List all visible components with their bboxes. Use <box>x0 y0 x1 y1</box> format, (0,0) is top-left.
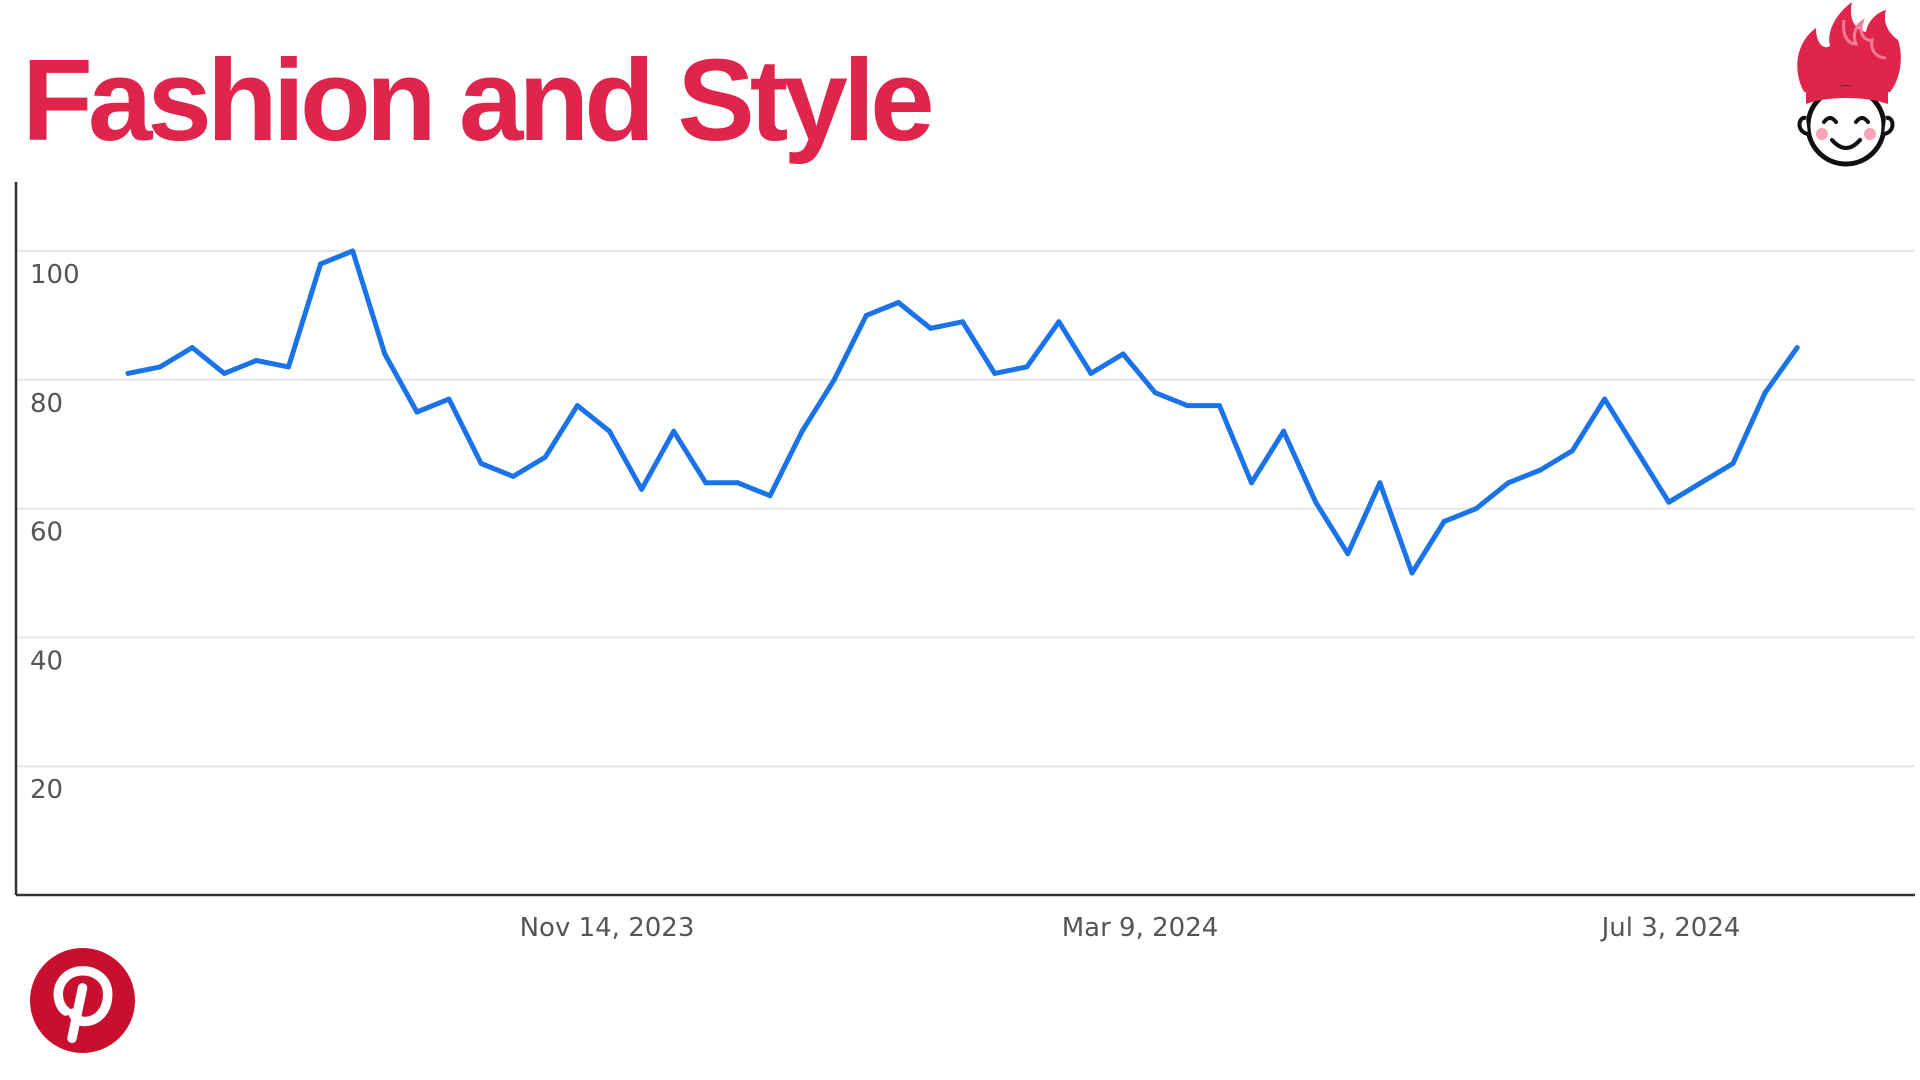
x-tick-label: Mar 9, 2024 <box>1062 913 1219 943</box>
y-tick-label: 40 <box>30 646 63 676</box>
data-point <box>639 486 645 492</box>
x-tick-label: Nov 14, 2023 <box>520 913 695 943</box>
y-tick-labels: 20 40 60 80 100 <box>30 260 80 805</box>
data-point <box>863 312 869 318</box>
data-point <box>1024 364 1030 370</box>
data-point <box>221 370 227 376</box>
data-point <box>1377 480 1383 486</box>
data-point <box>350 248 356 254</box>
data-point <box>125 370 131 376</box>
y-tick-label: 60 <box>30 518 63 548</box>
data-point <box>799 428 805 434</box>
series-layer <box>125 248 1800 576</box>
page-title: Fashion and Style <box>22 35 935 165</box>
data-point <box>928 325 933 331</box>
data-point <box>1537 467 1543 473</box>
data-point <box>1794 345 1800 351</box>
data-point <box>286 364 291 370</box>
data-point <box>1730 461 1736 466</box>
data-point <box>574 403 580 409</box>
y-tick-label: 80 <box>30 389 63 419</box>
data-point <box>735 480 741 486</box>
data-point <box>1570 448 1575 454</box>
data-point <box>992 370 998 376</box>
data-point <box>189 345 195 351</box>
data-point <box>1762 390 1768 396</box>
data-point <box>253 358 259 363</box>
data-point <box>1120 351 1126 357</box>
data-point <box>1152 390 1158 396</box>
data-point <box>1313 499 1319 505</box>
data-point <box>607 428 612 434</box>
data-point <box>157 364 163 370</box>
series-line <box>125 248 1800 576</box>
data-point <box>510 473 516 479</box>
data-point <box>382 351 388 357</box>
data-point <box>895 300 901 305</box>
data-point <box>414 409 420 415</box>
data-point <box>318 261 324 267</box>
y-tick-label: 100 <box>30 260 80 290</box>
flame-hair-smiley-logo-icon <box>1797 2 1901 167</box>
data-point <box>1505 480 1511 486</box>
x-tick-label: Jul 3, 2024 <box>1600 913 1741 943</box>
data-point <box>1409 570 1415 576</box>
chart-axes <box>14 182 1915 897</box>
data-point <box>1184 403 1190 409</box>
data-point <box>703 480 709 486</box>
data-point <box>1216 403 1222 409</box>
x-tick-labels: Nov 14, 2023 Mar 9, 2024 Jul 3, 2024 <box>520 913 1741 943</box>
data-point <box>478 461 484 466</box>
y-tick-label: 20 <box>30 775 63 805</box>
data-point <box>446 396 452 402</box>
data-point <box>1473 506 1479 512</box>
data-point <box>831 377 837 383</box>
data-point <box>1441 519 1447 524</box>
data-point <box>1602 396 1608 402</box>
data-point <box>767 493 773 499</box>
data-point <box>1088 370 1094 376</box>
data-point <box>1666 499 1672 505</box>
grid-lines <box>16 250 1915 768</box>
data-point <box>671 428 677 434</box>
pinterest-icon <box>30 948 135 1053</box>
data-point <box>1281 428 1287 434</box>
data-point <box>960 319 966 325</box>
data-point <box>1698 480 1704 486</box>
data-point <box>1249 480 1254 486</box>
data-point <box>1345 551 1351 557</box>
data-point <box>1634 448 1640 454</box>
data-point <box>542 454 548 460</box>
data-point <box>1056 319 1062 325</box>
